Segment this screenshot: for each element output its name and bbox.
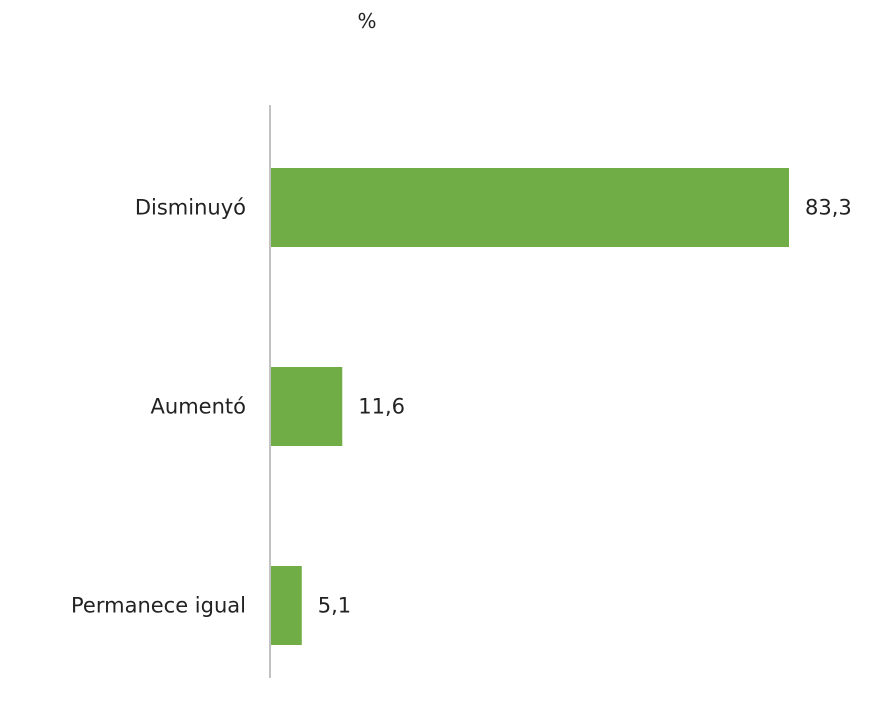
bar-1 xyxy=(271,367,343,446)
category-label-2: Permanece igual xyxy=(71,594,246,618)
value-label-1: 11,6 xyxy=(358,395,405,419)
category-label-0: Disminuyó xyxy=(135,196,246,220)
bar-2 xyxy=(271,566,302,645)
value-label-2: 5,1 xyxy=(318,594,351,618)
category-label-1: Aumentó xyxy=(151,395,246,419)
bars-group: Disminuyó 83,3 Aumentó 11,6 Permanece igual 5… xyxy=(71,168,852,645)
bar-0 xyxy=(271,168,789,247)
value-label-0: 83,3 xyxy=(805,196,852,220)
unit-label: % xyxy=(357,9,376,33)
